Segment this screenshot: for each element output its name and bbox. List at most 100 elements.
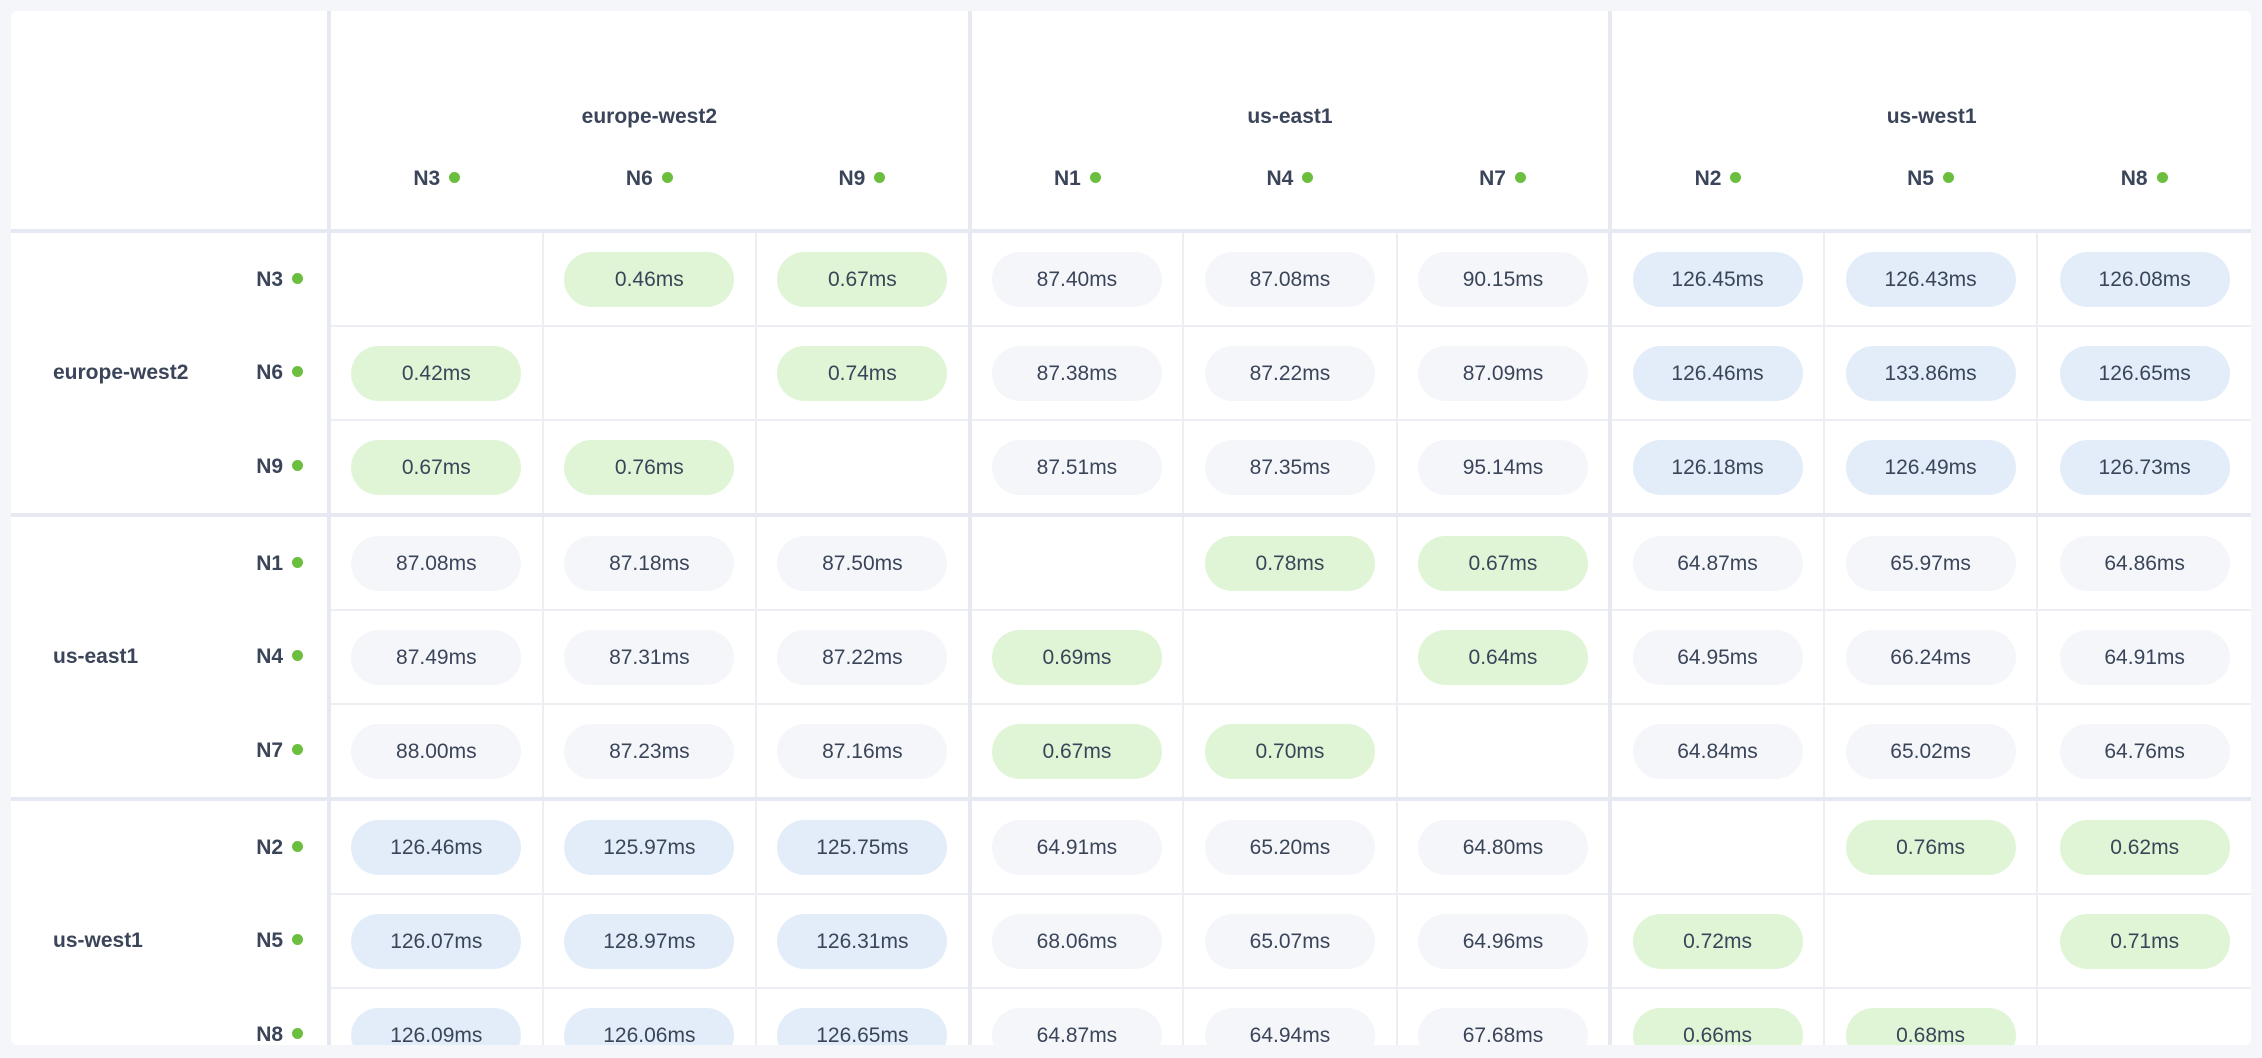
corner-cell <box>11 11 329 231</box>
matrix-cell: 126.06ms <box>541 987 757 1045</box>
latency-pill: 87.38ms <box>991 345 1162 401</box>
matrix-row: N8 126.09ms 126.06ms 126.65ms 64.87ms 64.94ms… <box>11 987 2251 1045</box>
column-node-header: N7 <box>1397 157 1611 231</box>
matrix-cell: 126.49ms <box>1822 419 2038 515</box>
row-node-label: N4 <box>221 610 329 704</box>
node-status-dot-icon <box>292 743 304 755</box>
node-label: N1 <box>256 551 284 575</box>
region-header-row: europe-west2 us-east1 us-west1 <box>11 11 2251 157</box>
matrix-row: N4 87.49ms 87.31ms 87.22ms 0.69ms 0.64ms 64.95… <box>11 609 2251 704</box>
matrix-cell: 64.95ms <box>1608 609 1824 704</box>
row-node-label: N2 <box>221 797 330 894</box>
latency-pill: 87.09ms <box>1417 345 1588 401</box>
node-label: N9 <box>256 454 284 478</box>
latency-pill: 0.70ms <box>1204 723 1375 779</box>
matrix-row: N9 0.67ms 0.76ms 87.51ms 87.35ms 95.14ms 126.1… <box>11 419 2251 515</box>
latency-pill: 0.69ms <box>991 629 1162 685</box>
latency-pill: 64.84ms <box>1632 723 1803 779</box>
node-label: N4 <box>256 645 284 668</box>
latency-pill: 0.62ms <box>2059 819 2230 875</box>
latency-pill: 65.20ms <box>1204 819 1375 875</box>
node-label: N5 <box>256 929 284 952</box>
matrix-row: europe-west2 N3 0.46ms 0.67ms 87.40ms 87.08ms… <box>11 229 2251 515</box>
matrix-cell: 87.16ms <box>755 703 970 799</box>
column-node-header: N1 <box>967 157 1184 231</box>
node-status-dot-icon <box>449 172 461 183</box>
matrix-cell: 90.15ms <box>1395 229 1611 326</box>
latency-matrix-card: europe-west2 us-east1 us-west1 N3 N6 N9 N1 N4 N… <box>11 11 2251 1045</box>
matrix-cell <box>1395 703 1611 799</box>
matrix-cell: 0.76ms <box>541 419 757 515</box>
matrix-cell <box>327 229 543 326</box>
latency-pill: 0.66ms <box>1632 1007 1803 1045</box>
matrix-cell: 0.64ms <box>1395 609 1611 704</box>
latency-pill: 126.18ms <box>1632 439 1803 495</box>
latency-pill: 126.46ms <box>351 819 522 875</box>
latency-pill: 65.97ms <box>1845 535 2016 591</box>
matrix-cell: 126.46ms <box>327 797 543 894</box>
matrix-cell: 87.31ms <box>541 609 757 704</box>
latency-pill: 64.91ms <box>991 819 1162 875</box>
node-status-dot-icon <box>661 172 673 183</box>
matrix-cell: 87.35ms <box>1182 419 1397 515</box>
latency-pill: 126.73ms <box>2059 439 2230 495</box>
latency-pill: 65.02ms <box>1845 723 2016 779</box>
latency-pill: 87.22ms <box>1204 345 1375 401</box>
node-label: N7 <box>256 738 284 762</box>
node-status-dot-icon <box>2156 172 2168 183</box>
latency-pill: 64.91ms <box>2059 629 2230 685</box>
node-label: N4 <box>1266 167 1294 190</box>
matrix-cell: 87.51ms <box>967 419 1184 515</box>
matrix-cell: 0.42ms <box>327 325 543 420</box>
node-label: N2 <box>256 835 284 859</box>
matrix-cell <box>1182 609 1397 704</box>
matrix-cell: 87.50ms <box>755 513 970 610</box>
column-region-header: us-west1 <box>1608 11 2251 157</box>
node-label: N6 <box>625 167 653 190</box>
matrix-cell: 88.00ms <box>327 703 543 799</box>
node-status-dot-icon <box>1302 172 1314 183</box>
matrix-cell: 65.02ms <box>1822 703 2038 799</box>
matrix-cell: 95.14ms <box>1395 419 1611 515</box>
row-region-label: us-east1 <box>11 513 222 799</box>
matrix-cell <box>1822 893 2038 988</box>
latency-pill: 126.45ms <box>1632 251 1803 307</box>
column-node-header: N9 <box>756 157 970 231</box>
node-status-dot-icon <box>1730 172 1742 183</box>
latency-pill: 95.14ms <box>1417 439 1588 495</box>
column-node-header: N4 <box>1183 157 1397 231</box>
matrix-cell: 125.75ms <box>755 797 970 894</box>
latency-pill: 67.68ms <box>1417 1007 1588 1045</box>
latency-pill: 66.24ms <box>1845 629 2016 685</box>
node-label: N9 <box>838 167 866 190</box>
matrix-cell: 126.09ms <box>327 987 543 1045</box>
matrix-cell: 87.08ms <box>327 513 543 610</box>
matrix-cell: 64.96ms <box>1395 893 1611 988</box>
latency-pill: 68.06ms <box>991 913 1162 969</box>
latency-pill: 87.40ms <box>991 251 1162 307</box>
matrix-row: N7 88.00ms 87.23ms 87.16ms 0.67ms 0.70ms 64.84… <box>11 703 2251 799</box>
matrix-cell: 64.87ms <box>1608 513 1824 610</box>
matrix-cell: 0.67ms <box>755 229 970 326</box>
latency-pill: 126.08ms <box>2059 251 2230 307</box>
matrix-row: us-east1 N1 87.08ms 87.18ms 87.50ms 0.78ms 0.6… <box>11 513 2251 799</box>
row-region-label: europe-west2 <box>11 229 222 515</box>
node-status-dot-icon <box>292 1027 304 1039</box>
node-label: N1 <box>1053 167 1081 190</box>
matrix-cell: 126.18ms <box>1608 419 1824 515</box>
matrix-cell: 64.84ms <box>1608 703 1824 799</box>
column-region-header: europe-west2 <box>327 11 970 157</box>
latency-pill: 64.87ms <box>1632 535 1803 591</box>
matrix-cell: 64.87ms <box>967 987 1184 1045</box>
matrix-cell: 87.22ms <box>1182 325 1397 420</box>
matrix-cell: 64.91ms <box>2036 609 2251 704</box>
matrix-cell <box>2036 987 2251 1045</box>
latency-pill: 0.71ms <box>2059 913 2230 969</box>
latency-pill: 126.65ms <box>777 1007 948 1045</box>
node-label: N6 <box>256 361 284 384</box>
matrix-cell: 126.46ms <box>1608 325 1824 420</box>
matrix-cell <box>541 325 757 420</box>
column-region-header: us-east1 <box>967 11 1611 157</box>
row-node-label: N6 <box>221 326 329 420</box>
latency-pill: 0.67ms <box>777 251 948 307</box>
